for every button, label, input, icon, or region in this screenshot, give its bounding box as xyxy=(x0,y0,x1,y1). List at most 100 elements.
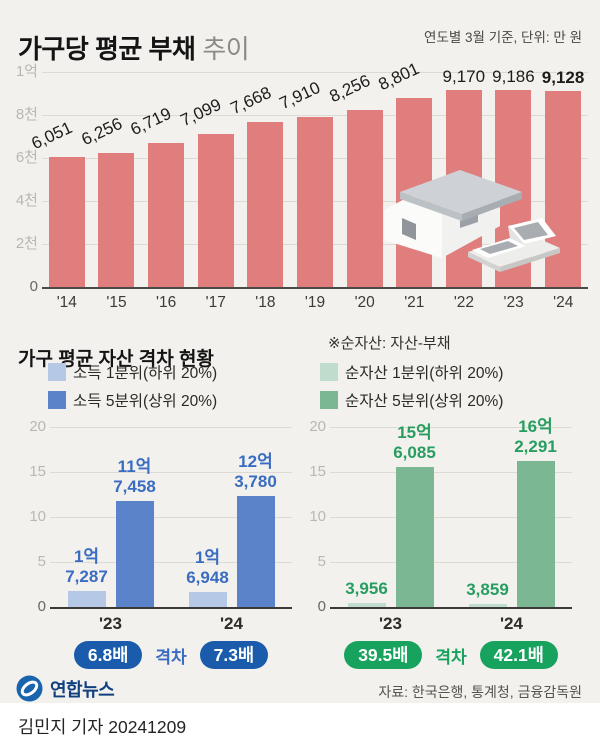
bar-value-label: 9,170 xyxy=(442,66,486,86)
bar-value-label: 9,186 xyxy=(492,66,535,86)
yonhap-logo-text: 연합뉴스 xyxy=(50,679,115,700)
bar-slot: 7,668 xyxy=(227,72,291,287)
networth-definition-note: ※순자산: 자산-부채 xyxy=(328,335,451,352)
bar-slot: 3,956 xyxy=(345,427,388,607)
legend-label: 소득 1분위(하위 20%) xyxy=(73,365,218,382)
bar xyxy=(296,116,333,287)
bar-value-label: 9,128 xyxy=(541,67,585,87)
category-label: '20 xyxy=(354,294,375,311)
house-and-ledger-illustration xyxy=(384,170,560,272)
category-label: '16 xyxy=(156,294,177,311)
category-labels: '23 '24 xyxy=(330,614,572,634)
bar xyxy=(247,122,284,287)
y-axis-label: 20 xyxy=(309,418,326,435)
category-label: '24 xyxy=(553,294,574,311)
bar xyxy=(197,134,234,287)
bar-slot: 6,051 xyxy=(29,72,92,287)
yonhap-logo: 연합뉴스 xyxy=(16,675,115,702)
bar xyxy=(98,152,135,287)
gridline xyxy=(330,562,572,563)
bar xyxy=(347,603,386,607)
legend-swatch-networth-q5 xyxy=(320,391,338,409)
y-axis-label: 2천 xyxy=(15,235,38,252)
gridline xyxy=(330,472,572,473)
bar xyxy=(236,495,275,607)
y-axis-label: 0 xyxy=(37,598,46,615)
bar-slot: 7,099 xyxy=(177,72,241,287)
bar-value-label: 8,801 xyxy=(375,58,423,94)
page-title-sub: 추이 xyxy=(202,34,250,65)
legend-label: 순자산 5분위(상위 20%) xyxy=(345,393,504,410)
bar-value-label: 3,956 xyxy=(345,579,388,599)
y-axis-label: 0 xyxy=(29,278,38,295)
y-axis-label: 20 xyxy=(29,418,46,435)
income-gap-chart: 0 5 10 15 20 1억 7,287 11억 7,458 1억 6,948 12억 3,780 '2… xyxy=(0,415,300,650)
category-labels: '14 '15 '16 '17 '18 '19 '20 '21 '22 '23 '24 xyxy=(42,294,588,312)
unit-note: 연도별 3월 기준, 단위: 만 원 xyxy=(424,30,582,45)
category-label: '15 xyxy=(106,294,127,311)
legend-label: 소득 5분위(상위 20%) xyxy=(73,393,218,410)
category-label: '23 xyxy=(379,614,402,633)
legend-income-q1: 소득 1분위(하위 20%) xyxy=(48,361,217,383)
source-credit: 자료: 한국은행, 통계청, 금융감독원 xyxy=(378,684,582,700)
bar-slot: 15억 6,085 xyxy=(393,423,436,607)
bar xyxy=(468,603,507,607)
bar-group: 1억 7,287 11억 7,458 xyxy=(50,427,171,607)
category-label: '23 xyxy=(99,614,122,633)
bar-slot: 8,256 xyxy=(326,70,390,287)
gridline xyxy=(330,517,572,518)
income-gap-row: 6.8배 격차 7.3배 xyxy=(50,641,292,669)
gridline xyxy=(42,115,588,116)
networth-gap-chart: 0 5 10 15 20 3,956 15억 6,085 3,859 16억 2,291 '23 '24 xyxy=(300,415,600,650)
bar xyxy=(395,466,434,607)
legend-label: 순자산 1분위(하위 20%) xyxy=(345,365,504,382)
bar xyxy=(115,501,154,607)
gridline xyxy=(50,607,292,609)
legend-swatch-income-q1 xyxy=(48,363,66,381)
y-axis-label: 15 xyxy=(309,463,326,480)
bar-slot: 6,719 xyxy=(128,72,191,287)
debt-bar-chart: 0 2천 4천 6천 8천 1억 6,051 6,256 6,719 7,099 7,668 7,91… xyxy=(0,58,600,315)
bar-value-label: 11억 7,458 xyxy=(113,457,156,497)
bar-slot: 6,256 xyxy=(78,72,142,287)
gap-word-networth: 격차 xyxy=(435,647,467,667)
legend-swatch-income-q5 xyxy=(48,391,66,409)
y-axis-label: 10 xyxy=(29,508,46,525)
bar xyxy=(346,109,383,287)
bar-group: 1억 6,948 12억 3,780 xyxy=(171,427,292,607)
bar-slot: 16억 2,291 xyxy=(514,417,557,607)
byline-strip: 김민지 기자 20241209 xyxy=(0,703,600,748)
gridline xyxy=(330,607,572,609)
page-title: 가구당 평균 부채 추이 xyxy=(18,29,250,66)
bars-area: 1억 7,287 11억 7,458 1억 6,948 12억 3,780 xyxy=(50,427,292,607)
bar-slot: 1억 6,948 xyxy=(186,427,229,607)
y-axis-label: 4천 xyxy=(15,192,38,209)
gridline xyxy=(50,427,292,428)
gridline xyxy=(330,427,572,428)
bar xyxy=(188,591,227,607)
gridline xyxy=(50,472,292,473)
yonhap-logo-icon xyxy=(16,675,43,702)
legend-networth-q5: 순자산 5분위(상위 20%) xyxy=(320,389,503,411)
gap-word-income: 격차 xyxy=(155,647,187,667)
category-labels: '23 '24 xyxy=(50,614,292,634)
category-label: '23 xyxy=(503,294,524,311)
bar xyxy=(148,142,185,287)
page-title-main: 가구당 평균 부채 xyxy=(18,34,196,65)
gap-badge-networth-24: 42.1배 xyxy=(479,641,558,669)
category-label: '21 xyxy=(404,294,425,311)
y-axis-label: 1억 xyxy=(15,63,38,80)
bar-value-label: 12억 3,780 xyxy=(234,451,277,491)
bar-value-label: 3,859 xyxy=(466,579,509,599)
category-label: '18 xyxy=(255,294,276,311)
category-label: '22 xyxy=(453,294,475,311)
bars-area: 3,956 15억 6,085 3,859 16억 2,291 xyxy=(330,417,572,607)
bar-slot: 12억 3,780 xyxy=(234,427,277,607)
bar-slot: 1억 7,287 xyxy=(65,427,108,607)
y-axis-label: 5 xyxy=(37,553,46,570)
gap-badge-income-23: 6.8배 xyxy=(73,641,143,669)
bar xyxy=(48,156,85,287)
y-axis-label: 15 xyxy=(29,463,46,480)
category-label: '14 xyxy=(56,294,77,311)
